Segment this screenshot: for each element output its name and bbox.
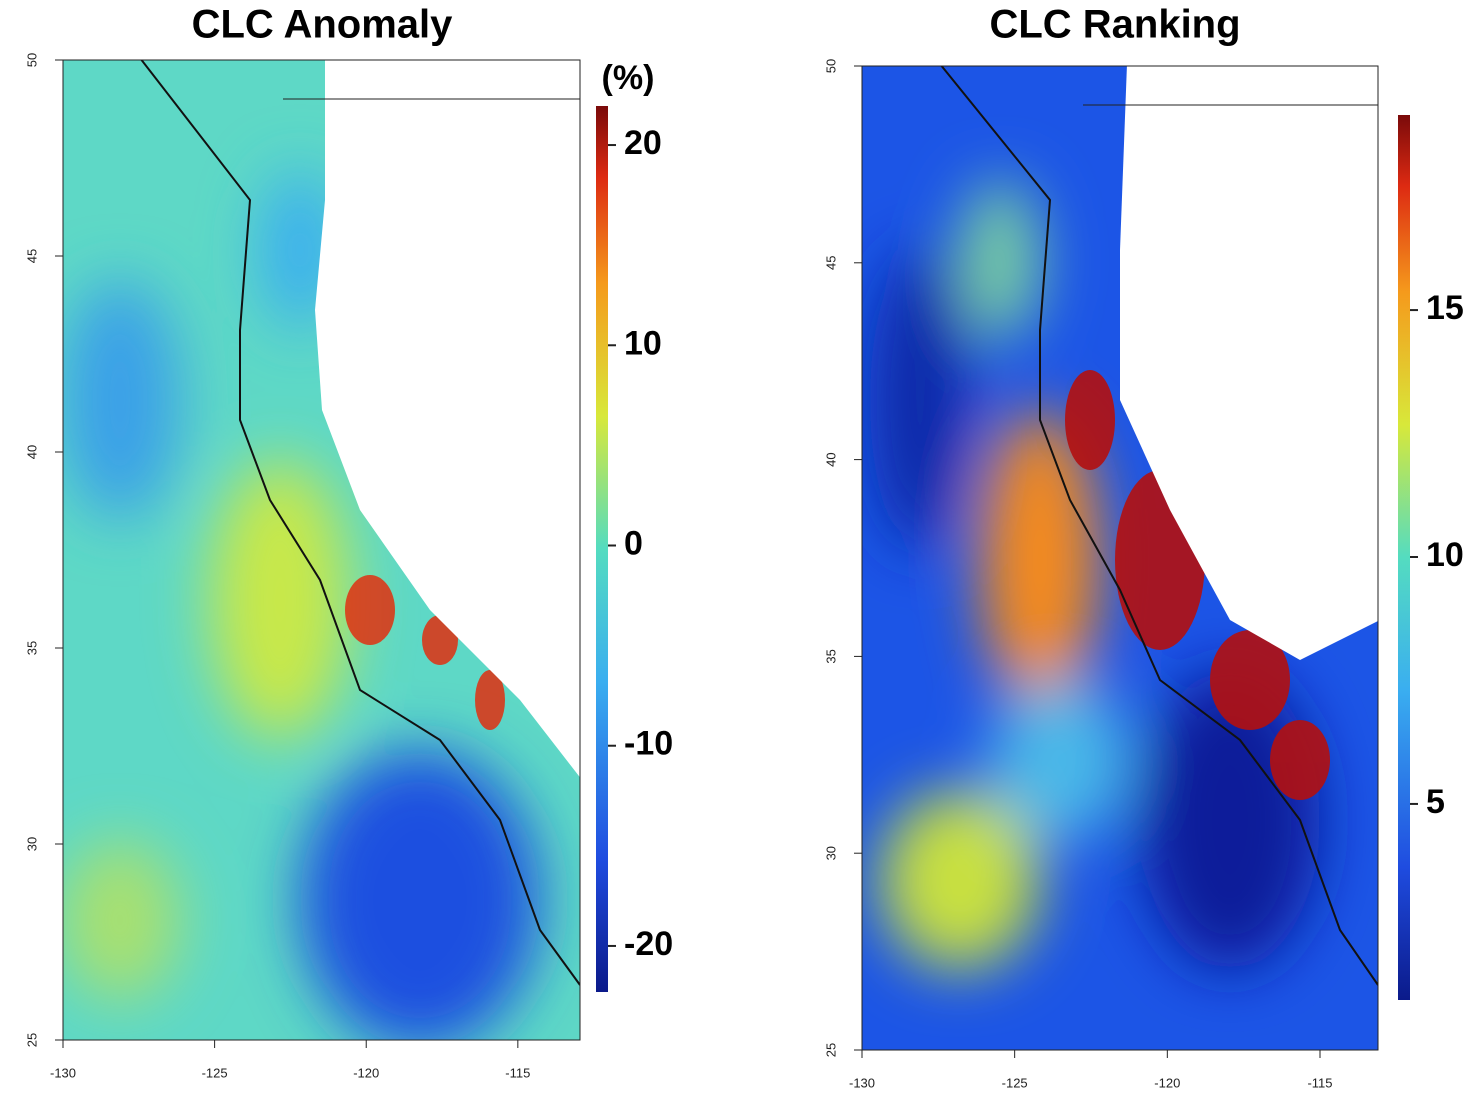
y-tick-label: 40 [823, 452, 838, 466]
y-tick-label: 30 [24, 837, 39, 851]
y-tick-label: 40 [24, 445, 39, 459]
x-tick-label: -115 [1307, 1075, 1332, 1090]
y-tick-label: 45 [823, 256, 838, 270]
y-tick-label: 25 [823, 1043, 838, 1057]
colorbar-tick-label: 0 [624, 524, 643, 562]
colorbar [596, 106, 608, 992]
y-tick-label: 50 [24, 53, 39, 67]
colorbar-tick-label: -20 [624, 925, 673, 963]
colorbar-tick-label: 10 [624, 324, 662, 362]
panel-title: CLC Anomaly [192, 3, 454, 47]
x-tick-label: -130 [50, 1065, 76, 1080]
x-tick-label: -125 [202, 1065, 228, 1080]
colorbar-tick-label: 20 [624, 124, 662, 162]
x-tick-label: -125 [1002, 1075, 1028, 1090]
colorbar-tick-label: 5 [1426, 783, 1445, 821]
x-tick-label: -120 [353, 1065, 379, 1080]
plot-frame [62, 59, 581, 1041]
panel-title: CLC Ranking [989, 3, 1240, 47]
y-tick-label: 30 [823, 846, 838, 860]
colorbar-unit: (%) [602, 59, 655, 97]
colorbar-tick-label: 15 [1426, 289, 1464, 327]
colorbar-tick-label: 10 [1426, 536, 1464, 574]
plot-frame [861, 65, 1379, 1051]
y-tick-label: 45 [24, 249, 39, 263]
ranking-map [862, 66, 1378, 1050]
anomaly-map [63, 60, 580, 1040]
x-tick-label: -130 [849, 1075, 875, 1090]
y-tick-label: 25 [24, 1033, 39, 1047]
y-tick-label: 50 [823, 59, 838, 73]
x-tick-label: -115 [505, 1065, 530, 1080]
y-tick-label: 35 [24, 641, 39, 655]
colorbar [1398, 115, 1410, 1000]
colorbar-tick-label: -10 [624, 725, 673, 763]
y-tick-label: 35 [823, 649, 838, 663]
x-tick-label: -120 [1154, 1075, 1180, 1090]
